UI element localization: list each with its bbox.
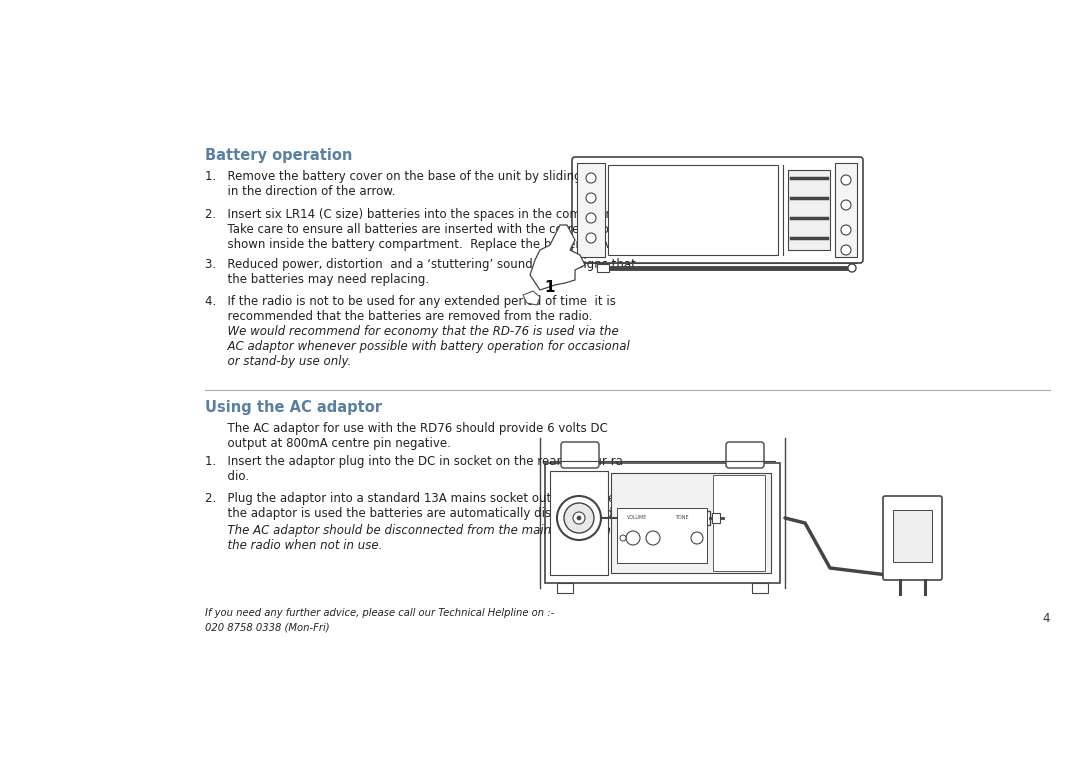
Text: the adaptor is used the batteries are automatically disconnected.: the adaptor is used the batteries are au… [205, 507, 617, 520]
Circle shape [573, 512, 585, 524]
FancyBboxPatch shape [608, 165, 778, 255]
FancyBboxPatch shape [726, 442, 764, 468]
FancyBboxPatch shape [883, 496, 942, 580]
FancyBboxPatch shape [572, 157, 863, 263]
Circle shape [586, 233, 596, 243]
FancyBboxPatch shape [550, 471, 608, 575]
Circle shape [564, 503, 594, 533]
Text: 2.   Plug the adaptor into a standard 13A mains socket outlet. Whenever: 2. Plug the adaptor into a standard 13A … [205, 492, 635, 505]
Circle shape [848, 264, 856, 272]
Text: The AC adaptor for use with the RD76 should provide 6 volts DC: The AC adaptor for use with the RD76 sho… [205, 422, 608, 435]
Circle shape [646, 531, 660, 545]
Text: We would recommend for economy that the RD-76 is used via the: We would recommend for economy that the … [205, 325, 619, 338]
Text: If you need any further advice, please call our Technical Helpline on :-: If you need any further advice, please c… [205, 608, 554, 618]
Text: TONE: TONE [675, 515, 689, 520]
FancyBboxPatch shape [713, 475, 765, 571]
Text: 1.   Insert the adaptor plug into the DC in socket on the rear of your ra-: 1. Insert the adaptor plug into the DC i… [205, 455, 627, 468]
Text: or stand-by use only.: or stand-by use only. [205, 355, 351, 368]
FancyBboxPatch shape [752, 583, 768, 593]
Circle shape [691, 532, 703, 544]
Text: the batteries may need replacing.: the batteries may need replacing. [205, 273, 429, 286]
Circle shape [586, 213, 596, 223]
FancyBboxPatch shape [835, 163, 858, 257]
Circle shape [620, 535, 626, 541]
FancyBboxPatch shape [597, 264, 609, 272]
Circle shape [577, 516, 581, 520]
Circle shape [841, 245, 851, 255]
Text: 020 8758 0338 (Mon-Fri): 020 8758 0338 (Mon-Fri) [205, 622, 329, 632]
Circle shape [841, 175, 851, 185]
FancyBboxPatch shape [893, 510, 932, 562]
Text: 4: 4 [1042, 612, 1050, 625]
Text: Take care to ensure all batteries are inserted with the correct polarity as: Take care to ensure all batteries are in… [205, 223, 657, 236]
FancyBboxPatch shape [617, 508, 707, 563]
Text: VOLUME: VOLUME [627, 515, 647, 520]
Text: the radio when not in use.: the radio when not in use. [205, 539, 382, 552]
FancyBboxPatch shape [712, 513, 720, 523]
FancyBboxPatch shape [545, 463, 780, 583]
FancyBboxPatch shape [577, 163, 605, 257]
Text: output at 800mA centre pin negative.: output at 800mA centre pin negative. [205, 437, 450, 450]
Polygon shape [523, 291, 540, 305]
FancyBboxPatch shape [788, 170, 831, 250]
Text: 2.   Insert six LR14 (C size) batteries into the spaces in the compartment.: 2. Insert six LR14 (C size) batteries in… [205, 208, 640, 221]
Text: recommended that the batteries are removed from the radio.: recommended that the batteries are remov… [205, 310, 592, 323]
Circle shape [586, 193, 596, 203]
Text: 3.   Reduced power, distortion  and a ‘stuttering’ sound are all signs that: 3. Reduced power, distortion and a ‘stut… [205, 258, 636, 271]
FancyBboxPatch shape [557, 583, 573, 593]
Polygon shape [530, 225, 585, 290]
Text: 1.   Remove the battery cover on the base of the unit by sliding the cover: 1. Remove the battery cover on the base … [205, 170, 642, 183]
FancyBboxPatch shape [611, 473, 771, 573]
Circle shape [841, 225, 851, 235]
Circle shape [586, 173, 596, 183]
Circle shape [557, 496, 600, 540]
FancyBboxPatch shape [685, 511, 710, 525]
Text: The AC adaptor should be disconnected from the mains supply and: The AC adaptor should be disconnected fr… [205, 524, 626, 537]
Text: Battery operation: Battery operation [205, 148, 352, 163]
Text: 1: 1 [544, 280, 555, 295]
Text: Using the AC adaptor: Using the AC adaptor [205, 400, 382, 415]
Text: in the direction of the arrow.: in the direction of the arrow. [205, 185, 395, 198]
Text: shown inside the battery compartment.  Replace the battery cover.: shown inside the battery compartment. Re… [205, 238, 626, 251]
FancyBboxPatch shape [561, 442, 599, 468]
Circle shape [841, 200, 851, 210]
Text: AC adaptor whenever possible with battery operation for occasional: AC adaptor whenever possible with batter… [205, 340, 630, 353]
Circle shape [626, 531, 640, 545]
Text: dio.: dio. [205, 470, 249, 483]
Text: 4.   If the radio is not to be used for any extended period of time  it is: 4. If the radio is not to be used for an… [205, 295, 616, 308]
